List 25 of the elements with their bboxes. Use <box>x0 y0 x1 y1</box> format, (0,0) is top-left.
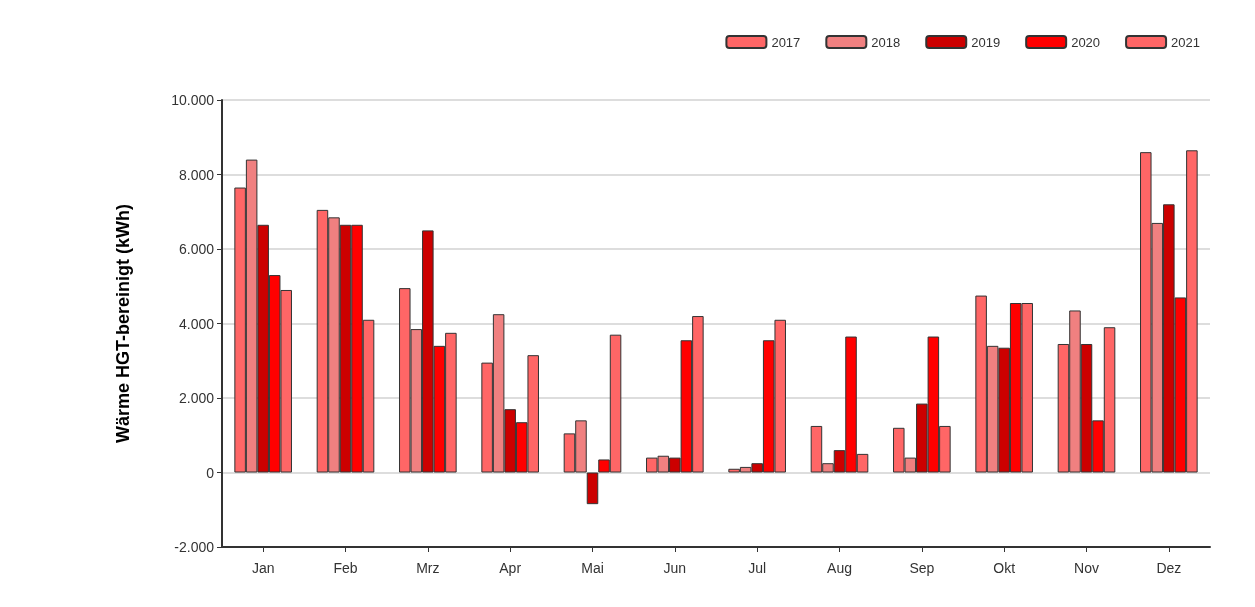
y-axis-title: Wärme HGT-bereinigt (kWh) <box>113 203 133 444</box>
y-tick-label: 6.000 <box>178 241 215 257</box>
x-tick-label: Nov <box>1074 560 1099 576</box>
y-tick-label: 10.000 <box>171 92 215 108</box>
x-tick-label: Sep <box>909 560 935 576</box>
y-tick-label: 2.000 <box>178 390 215 406</box>
x-tick-label: Jan <box>251 560 275 576</box>
x-tick-label: Mrz <box>416 560 440 576</box>
x-tick-label: Apr <box>499 560 522 576</box>
legend-label: 2018 <box>871 34 901 50</box>
legend-label: 2017 <box>771 34 801 50</box>
y-tick-label: 8.000 <box>178 166 215 183</box>
x-tick-label: Jun <box>663 560 687 576</box>
y-tick-label: -2.000 <box>174 539 215 555</box>
x-tick-label: Aug <box>827 560 852 576</box>
x-tick-label: Mai <box>581 560 604 576</box>
x-tick-label: Jul <box>748 560 767 576</box>
legend-label: 2020 <box>1071 34 1101 50</box>
x-tick-label: Okt <box>993 560 1016 576</box>
y-tick-label: 4.000 <box>178 315 215 332</box>
x-tick-label: Feb <box>333 560 358 576</box>
y-tick-label: 0 <box>206 464 215 481</box>
legend-label: 2019 <box>971 34 1001 50</box>
legend-label: 2021 <box>1171 34 1200 50</box>
x-tick-label: Dez <box>1156 560 1182 576</box>
